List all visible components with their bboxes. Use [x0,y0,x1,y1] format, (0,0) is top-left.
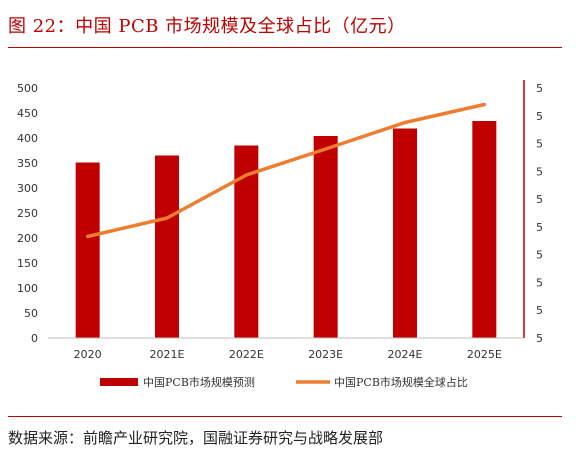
y2-tick-label: 5 [536,110,543,123]
bar [155,155,179,338]
bar [472,121,497,338]
bar [75,162,100,338]
y-tick-label: 50 [24,307,38,320]
right-axis-ticks: 5 5 5 5 5 5 5 5 5 5 [536,82,543,345]
legend-bar-swatch [100,378,138,386]
y-tick-label: 350 [17,157,38,170]
y-tick-label: 250 [17,207,38,220]
x-tick-label: 2022E [229,348,264,361]
bar [234,145,259,338]
y2-tick-label: 5 [536,193,543,206]
source-divider [8,416,562,417]
y2-tick-label: 5 [536,332,543,345]
y-tick-label: 100 [17,282,38,295]
bar-series [75,121,497,338]
bar [393,128,417,338]
legend-line-label: 中国PCB市场规模全球占比 [334,375,468,389]
source-note: 数据来源：前瞻产业研究院，国融证券研究与战略发展部 [8,429,384,447]
legend-bar-label: 中国PCB市场规模预测 [143,375,255,389]
y2-tick-label: 5 [536,82,543,95]
axes [48,80,525,339]
bar [313,136,338,338]
line-path [85,102,487,239]
y2-tick-label: 5 [536,304,543,317]
y-tick-label: 0 [31,332,38,345]
chart-title: 图 22：中国 PCB 市场规模及全球占比（亿元） [8,16,406,37]
title-divider [8,47,562,48]
y-tick-label: 450 [17,107,38,120]
y-tick-label: 400 [17,132,38,145]
line-series [85,102,487,239]
x-tick-label: 2023E [308,348,343,361]
y2-tick-label: 5 [536,276,543,289]
y2-tick-label: 5 [536,138,543,151]
x-tick-label: 2024E [388,348,423,361]
y2-tick-label: 5 [536,165,543,178]
x-axis-ticks: 2020 2021E 2022E 2023E 2024E 2025E [74,348,502,361]
y-tick-label: 300 [17,182,38,195]
legend: 中国PCB市场规模预测 中国PCB市场规模全球占比 [100,375,468,389]
x-tick-label: 2025E [467,348,502,361]
y-tick-label: 200 [17,232,38,245]
x-tick-label: 2021E [150,348,185,361]
left-axis-ticks: 0 50 100 150 200 250 300 350 400 450 500 [17,82,38,345]
y2-tick-label: 5 [536,249,543,262]
x-tick-label: 2020 [74,348,102,361]
y2-tick-label: 5 [536,221,543,234]
y-tick-label: 150 [17,257,38,270]
y-tick-label: 500 [17,82,38,95]
